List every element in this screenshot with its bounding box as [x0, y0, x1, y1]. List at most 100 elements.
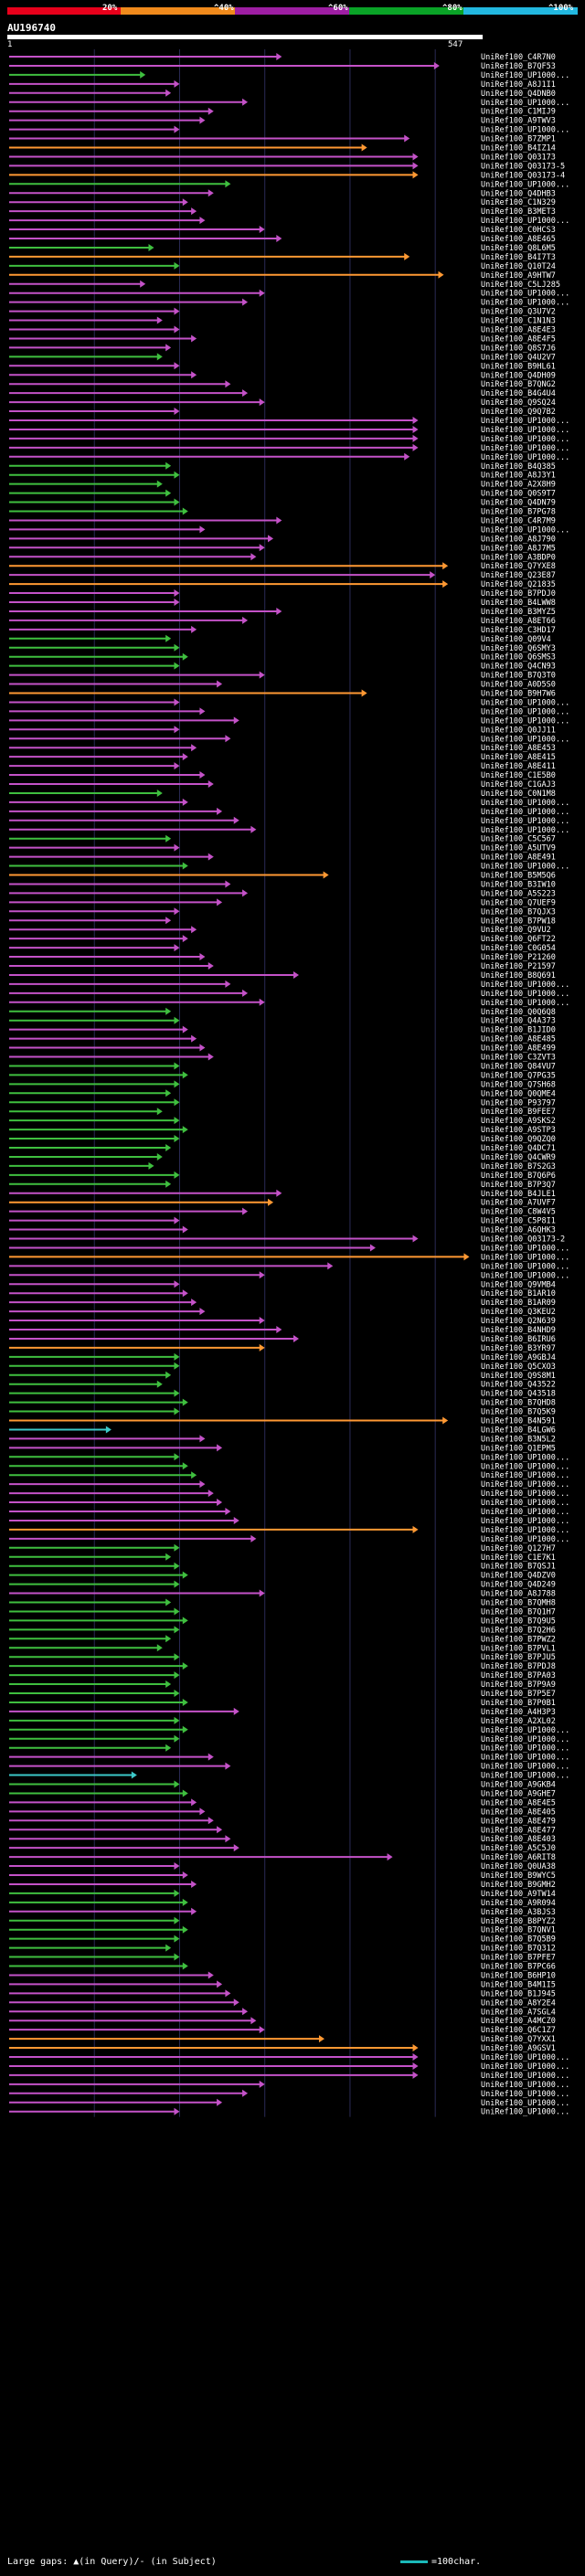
- hit-row: UniRef100_Q10T24: [9, 261, 556, 271]
- hit-row: UniRef100_A7UVF7: [9, 1198, 556, 1208]
- hit-arrow: [207, 962, 214, 970]
- hit-row: UniRef100_UP1000...: [9, 2089, 569, 2099]
- hit-label: UniRef100_B7Q9U5: [481, 1617, 556, 1626]
- hit-label: UniRef100_UP1000...: [481, 1489, 569, 1499]
- hit-arrow: [259, 544, 265, 552]
- hit-arrow: [174, 80, 180, 88]
- hit-arrow: [259, 1271, 265, 1279]
- hit-row: UniRef100_B7PFE7: [9, 1953, 556, 1963]
- hit-arrow: [217, 898, 223, 906]
- hit-label: UniRef100_A2XL02: [481, 1717, 556, 1726]
- hit-label: UniRef100_B4NHD9: [481, 1326, 556, 1335]
- hit-arrow: [233, 1516, 239, 1524]
- hit-label: UniRef100_B7PW18: [481, 917, 556, 926]
- hit-arrow: [412, 443, 419, 451]
- hit-row: UniRef100_Q9VU2: [9, 926, 551, 935]
- hit-row: UniRef100_A8E415: [9, 753, 556, 762]
- hit-row: UniRef100_A8E477: [9, 1826, 556, 1835]
- hit-row: UniRef100_C1N1N3: [9, 316, 556, 326]
- hit-row: UniRef100_Q7SH68: [9, 1080, 556, 1089]
- hit-row: UniRef100_UP1000...: [9, 98, 569, 108]
- hit-arrow: [217, 2098, 223, 2106]
- hit-arrow: [174, 1062, 180, 1070]
- hit-arrow: [412, 2071, 419, 2079]
- hit-label: UniRef100_Q7PG35: [481, 1071, 556, 1080]
- hit-label: UniRef100_C1E5B0: [481, 771, 556, 780]
- hit-arrow: [131, 1771, 137, 1779]
- hit-label: UniRef100_B9H7W6: [481, 690, 556, 699]
- hit-arrow: [182, 935, 188, 943]
- hit-arrow: [148, 1161, 154, 1170]
- hit-label: UniRef100_A9GSV1: [481, 2044, 556, 2053]
- hit-row: UniRef100_Q4DHB3: [9, 189, 556, 198]
- hit-row: UniRef100_B5M5Q6: [9, 871, 556, 881]
- hit-row: UniRef100_Q7UEF9: [9, 898, 556, 907]
- hit-label: UniRef100_B5M5Q6: [481, 872, 556, 881]
- hit-arrow: [412, 434, 419, 442]
- hit-label: UniRef100_UP1000...: [481, 417, 569, 426]
- hit-label: UniRef100_UP1000...: [481, 1508, 569, 1517]
- hit-arrow: [250, 553, 257, 561]
- hit-row: UniRef100_C1N329: [9, 198, 556, 207]
- hit-row: UniRef100_UP1000...: [9, 1489, 569, 1499]
- hit-arrow: [191, 1798, 197, 1807]
- hit-label: UniRef100_Q03173: [481, 153, 556, 162]
- hit-arrow: [182, 1962, 188, 1970]
- hit-label: UniRef100_Q9Q7B2: [481, 408, 556, 417]
- hit-row: UniRef100_B7Q3T0: [9, 671, 556, 681]
- hit-arrow: [148, 243, 154, 251]
- hit-row: UniRef100_UP1000...: [9, 1271, 569, 1280]
- hit-row: UniRef100_A8E465: [9, 235, 556, 244]
- hit-row: UniRef100_C1GAJ3: [9, 780, 556, 790]
- hit-label: UniRef100_Q127H7: [481, 1544, 556, 1553]
- hit-row: UniRef100_B7PA03: [9, 1671, 556, 1680]
- hit-arrow: [174, 1671, 180, 1680]
- hit-arrow: [442, 580, 449, 588]
- hit-label: UniRef100_UP1000...: [481, 435, 569, 444]
- hit-row: UniRef100_Q43518: [9, 1389, 556, 1399]
- hit-row: UniRef100_Q4DNB0: [9, 89, 556, 99]
- hit-arrow: [276, 516, 282, 525]
- hit-label: UniRef100_UP1000...: [481, 799, 569, 808]
- hit-arrow: [259, 2026, 265, 2034]
- hit-label: UniRef100_C0G054: [481, 944, 556, 953]
- hit-arrow: [412, 2062, 419, 2070]
- hit-label: UniRef100_A8E453: [481, 744, 556, 753]
- hit-label: UniRef100_Q0UA38: [481, 1862, 556, 1871]
- hit-row: UniRef100_B7QMH8: [9, 1598, 556, 1608]
- hit-arrow: [174, 1607, 180, 1616]
- hit-row: UniRef100_B7Q9U5: [9, 1617, 556, 1626]
- hit-row: UniRef100_Q127H7: [9, 1543, 556, 1553]
- hit-arrow: [174, 643, 180, 652]
- hit-arrow: [199, 771, 206, 779]
- hit-row: UniRef100_Q4CWR9: [9, 1152, 556, 1162]
- hit-label: UniRef100_B4I7T3: [481, 253, 556, 262]
- hit-label: UniRef100_A4MCZ0: [481, 2017, 556, 2026]
- hit-row: UniRef100_A6RIT8: [9, 1853, 556, 1862]
- hit-row: UniRef100_Q21835: [9, 580, 556, 589]
- hit-label: UniRef100_B7PA03: [481, 1671, 556, 1680]
- hit-row: UniRef100_C4R7N0: [9, 53, 556, 62]
- hit-label: UniRef100_Q6SMS3: [481, 653, 556, 663]
- hit-arrow: [182, 1898, 188, 1906]
- hit-arrow: [165, 1598, 172, 1606]
- hit-label: UniRef100_Q0JJ11: [481, 726, 556, 735]
- hit-arrow: [165, 1089, 172, 1097]
- hit-arrow: [242, 1207, 249, 1215]
- hit-row: UniRef100_UP1000...: [9, 70, 569, 80]
- hit-row: UniRef100_A9GKB4: [9, 1780, 556, 1790]
- hit-arrow: [174, 762, 180, 770]
- hit-row: UniRef100_Q0S9T7: [9, 489, 556, 499]
- hit-label: UniRef100_Q4A373: [481, 1017, 556, 1026]
- hit-arrow: [217, 1444, 223, 1452]
- hit-row: UniRef100_UP1000...: [9, 998, 569, 1008]
- hit-arrow: [412, 1235, 419, 1243]
- hit-row: UniRef100_Q6SMS3: [9, 652, 556, 663]
- hit-label: UniRef100_A8J790: [481, 535, 556, 544]
- hit-row: UniRef100_C1MIJ9: [9, 107, 556, 117]
- hit-arrow: [259, 671, 265, 679]
- hit-arrow: [165, 1007, 172, 1015]
- hit-label: UniRef100_B9FEE7: [481, 1108, 556, 1117]
- hit-label: UniRef100_Q9VU2: [481, 926, 551, 935]
- hit-label: UniRef100_UP1000...: [481, 444, 569, 453]
